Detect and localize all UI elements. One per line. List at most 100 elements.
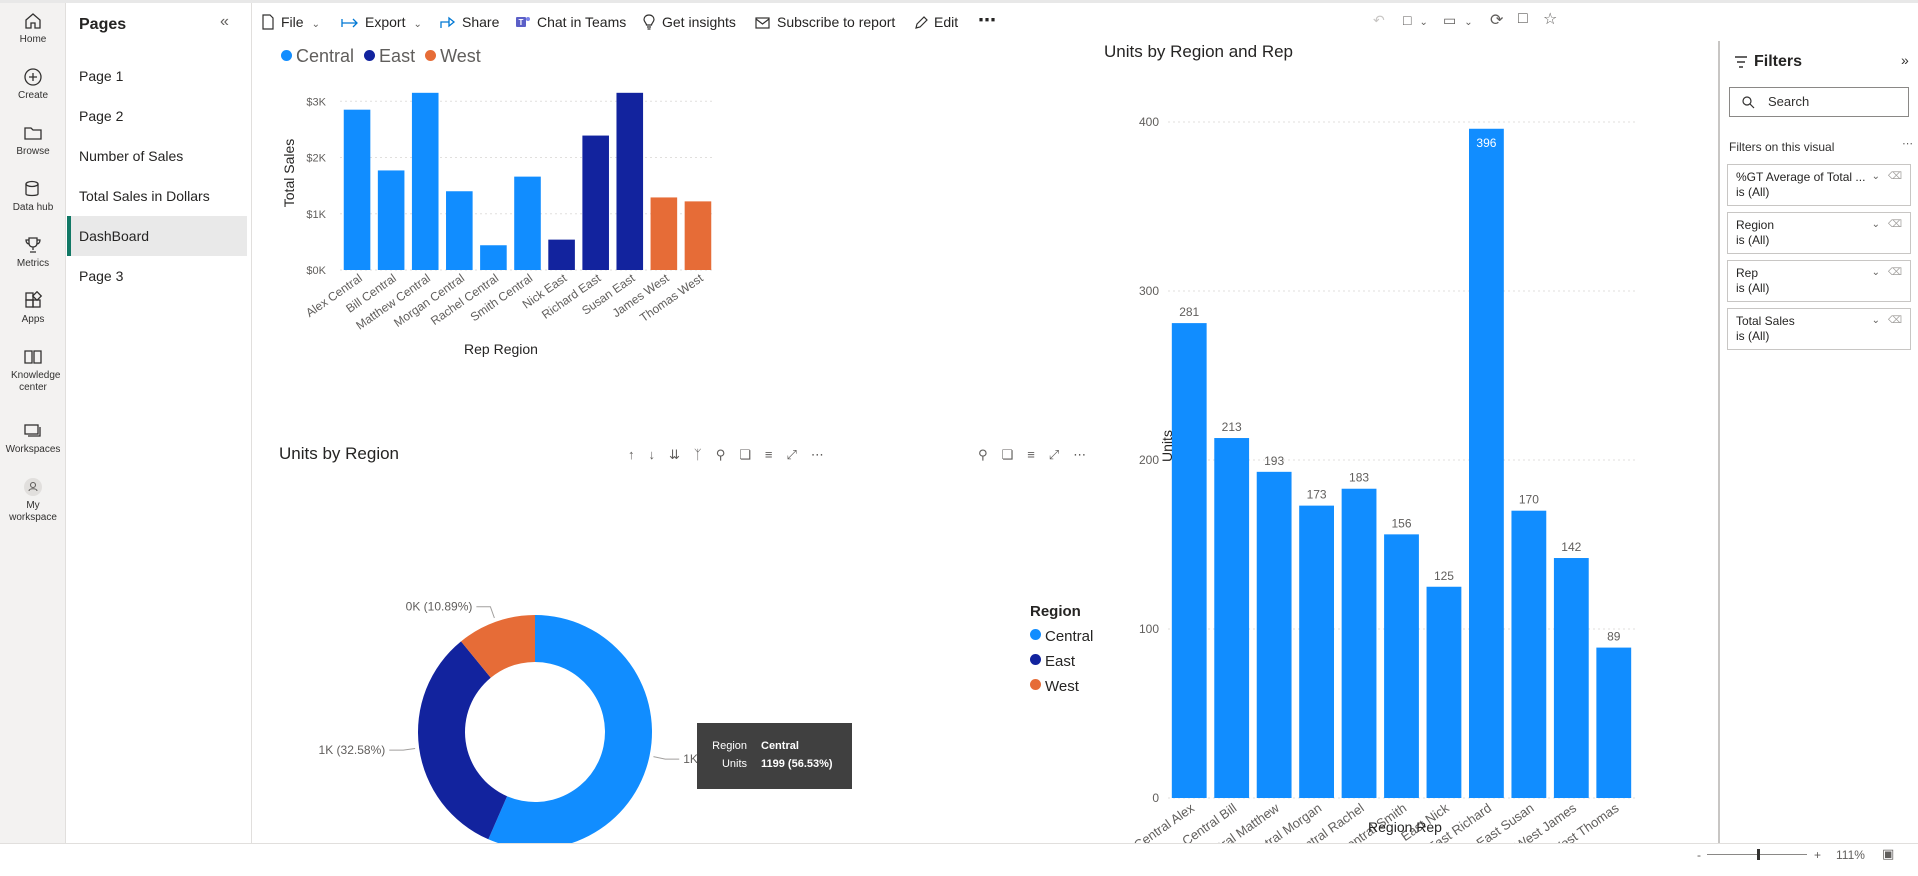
subscribe-button[interactable]: Subscribe to report [755,14,895,30]
export-menu[interactable]: Export ⌄ [341,14,422,30]
page-item[interactable]: Number of Sales [79,148,184,164]
legend-item-east[interactable]: East [364,46,415,66]
filter-icon[interactable]: ≡ [1027,447,1049,462]
eraser-icon[interactable]: ⌫ [1887,219,1902,230]
filter-icon[interactable]: ≡ [764,447,787,462]
chat-in-teams-button[interactable]: T Chat in Teams [515,14,626,30]
view-icon[interactable]: ▭ ⌄ [1443,12,1473,28]
bookmark-icon[interactable]: □ ⌄ [1403,12,1428,28]
pin-icon[interactable]: ⚲ [715,447,740,462]
undo-icon[interactable]: ↶ [1373,12,1385,28]
drill-down-icon[interactable]: ↓ [648,447,669,462]
refresh-icon[interactable]: ⟳ [1490,12,1504,29]
rail-label: Data hub [12,202,54,213]
y-tick-label: $1K [306,209,326,221]
y-axis-title: Total Sales [281,139,297,207]
legend-item-west[interactable]: West [425,46,481,66]
comment-icon[interactable]: □ [1518,10,1528,27]
more-options-icon[interactable]: ⋯ [810,447,838,462]
collapse-icon[interactable]: « [220,13,229,30]
subscribe-icon [755,17,770,29]
top-border [0,0,1918,3]
chevron-down-icon[interactable]: ⌄ [1871,171,1880,182]
copy-icon[interactable]: ❏ [1001,447,1028,462]
chevron-down-icon: ⌄ [311,19,320,30]
favorite-icon[interactable]: ☆ [1543,11,1558,28]
edit-label: Edit [934,14,959,30]
zoom-slider-thumb[interactable] [1757,849,1760,860]
copy-icon[interactable]: ❏ [739,447,765,462]
bar [684,201,712,270]
focus-mode-icon[interactable]: ⤢ [1048,447,1074,462]
pin-icon[interactable]: ⚲ [978,447,1002,462]
rail-label: Apps [21,314,45,325]
legend-item-central[interactable]: Central [1030,628,1093,645]
legend-item-west[interactable]: West [1030,678,1093,695]
fit-to-page-icon[interactable]: ▣ [1882,846,1895,861]
filter-card[interactable]: Region is (All) ⌄ ⌫ [1727,212,1911,254]
eraser-icon[interactable]: ⌫ [1887,315,1902,326]
eraser-icon[interactable]: ⌫ [1887,267,1902,278]
rail-data-hub[interactable]: Data hub [0,179,66,214]
donut-legend-title: Region [1030,603,1081,620]
rail-home[interactable]: Home [0,11,66,46]
visual-header-icons: ↑↓⇊ᛉ⚲❏≡⤢⋯ [628,447,838,463]
rail-label: Knowledge center [11,370,61,393]
status-bar: - + 111% ▣ [0,843,1918,876]
data-label: 396 [1476,136,1496,150]
bar [1256,471,1292,798]
y-tick-label: 400 [1139,115,1159,129]
file-menu[interactable]: File ⌄ [261,14,320,30]
share-button[interactable]: Share [440,14,499,30]
drill-up-icon[interactable]: ↑ [628,447,649,462]
page-item[interactable]: Page 3 [79,268,124,284]
more-options-icon[interactable]: ⋯ [1073,447,1101,462]
eraser-icon[interactable]: ⌫ [1887,171,1902,182]
legend-item-east[interactable]: East [1030,653,1093,670]
filter-search-input[interactable]: Search [1729,87,1909,117]
chevron-down-icon[interactable]: ⌄ [1871,267,1880,278]
page-item-active[interactable]: DashBoard [67,216,247,256]
units-by-region-rep-title: Units by Region and Rep [1104,42,1294,61]
expand-icon[interactable]: » [1901,52,1909,68]
edit-button[interactable]: Edit [914,14,958,30]
rail-apps[interactable]: Apps [0,291,66,326]
zoom-in-button[interactable]: + [1814,848,1822,862]
chevron-down-icon[interactable]: ⌄ [1871,315,1880,326]
rail-workspaces[interactable]: Workspaces [0,421,66,456]
pencil-icon [915,16,928,29]
page-item[interactable]: Page 2 [79,108,124,124]
donut-slice [488,615,652,843]
filter-card[interactable]: Rep is (All) ⌄ ⌫ [1727,260,1911,302]
more-options-icon[interactable]: ⋯ [1902,138,1913,150]
rail-knowledge-center[interactable]: Knowledge center [0,347,66,394]
apps-grid-icon [25,291,43,308]
get-insights-button[interactable]: Get insights [642,14,736,30]
share-label: Share [462,14,500,30]
rail-browse[interactable]: Browse [0,123,66,158]
y-tick-label: 100 [1139,622,1159,636]
home-icon [25,13,41,29]
tooltip-region-value: Central [761,740,799,752]
more-options-button[interactable]: ⋯ [978,10,996,30]
bar [343,109,371,270]
rail-create[interactable]: Create [0,67,66,102]
focus-mode-icon[interactable]: ⤢ [786,447,811,462]
page-item[interactable]: Page 1 [79,68,124,84]
filter-name: Total Sales [1736,314,1795,328]
expand-level-icon[interactable]: ⇊ [669,447,694,462]
x-axis-title: Rep Region [464,341,538,357]
zoom-out-button[interactable]: - [1697,848,1701,862]
donut-slice [461,615,535,678]
legend-item-central[interactable]: Central [281,46,354,66]
page-item[interactable]: Total Sales in Dollars [79,188,210,204]
bar [616,92,644,270]
rail-metrics[interactable]: Metrics [0,235,66,270]
visual-header-icons-2: ⚲❏≡⤢⋯ [978,447,1100,463]
chevron-down-icon[interactable]: ⌄ [1871,219,1880,230]
filter-card[interactable]: Total Sales is (All) ⌄ ⌫ [1727,308,1911,350]
rail-my-workspace[interactable]: My workspace [0,477,66,524]
hierarchy-icon[interactable]: ᛉ [693,447,716,462]
filter-card[interactable]: %GT Average of Total ... is (All) ⌄ ⌫ [1727,164,1911,206]
bar [1384,534,1419,798]
